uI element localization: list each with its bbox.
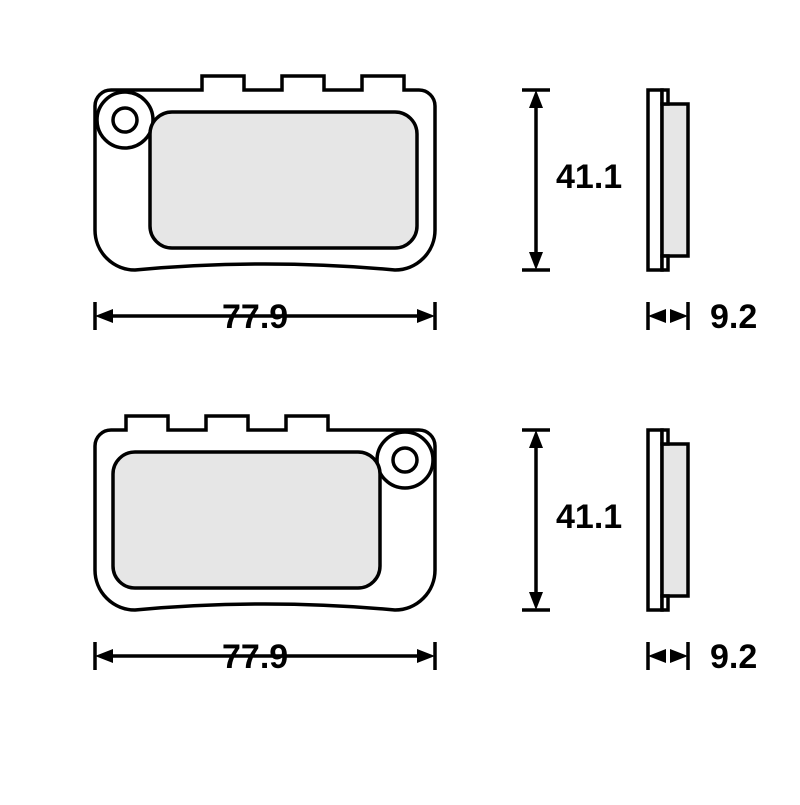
pad-bottom-hole: [393, 448, 417, 472]
pad-bottom-width-label: 77.9: [222, 638, 288, 677]
pad-top-side-back: [648, 90, 662, 270]
pad-bottom-height-label: 41.1: [556, 498, 622, 537]
pad-top-thick-label: 9.2: [710, 298, 757, 337]
pad-bottom-thick-label: 9.2: [710, 638, 757, 677]
pad-bottom-friction: [113, 452, 380, 588]
pad-top-width-label: 77.9: [222, 298, 288, 337]
diagram-svg: [0, 0, 800, 800]
diagram-stage: 77.9 41.1 9.2 77.9 41.1 9.2: [0, 0, 800, 800]
pad-top-hole: [113, 108, 137, 132]
pad-top-height-label: 41.1: [556, 158, 622, 197]
pad-top-side-friction: [662, 104, 688, 256]
pad-top-friction: [150, 112, 417, 248]
pad-bottom-side-friction: [662, 444, 688, 596]
pad-bottom-side-back: [648, 430, 662, 610]
